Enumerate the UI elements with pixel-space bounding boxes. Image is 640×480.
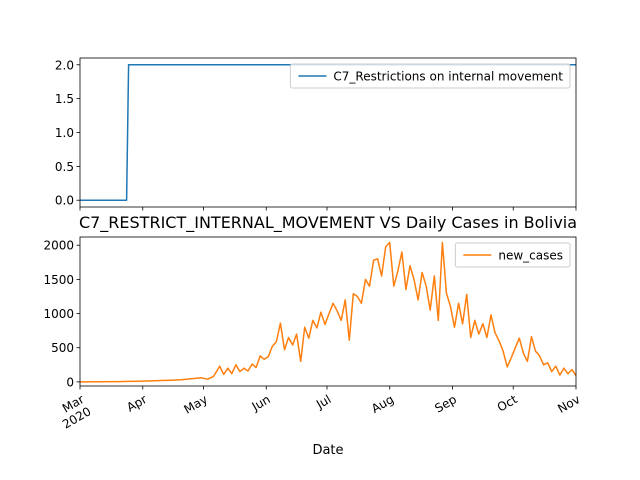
y-tick-label: 0 bbox=[66, 375, 74, 389]
y-tick-label: 2.0 bbox=[55, 58, 74, 72]
top-plot-legend: C7_Restrictions on internal movement bbox=[289, 63, 571, 89]
y-tick-label: 1500 bbox=[43, 273, 74, 287]
y-tick-label: 2000 bbox=[43, 239, 74, 253]
bottom-plot-frame bbox=[79, 236, 577, 387]
series-line-1-0 bbox=[79, 241, 577, 383]
top-legend-label: C7_Restrictions on internal movement bbox=[333, 70, 563, 84]
bottom-plot-y-ticks: 0 500 1000 1500 2000 bbox=[43, 239, 80, 389]
y-tick-label: 0.5 bbox=[55, 160, 74, 174]
y-tick-label: 1.0 bbox=[55, 126, 74, 140]
y-tick-label: 500 bbox=[51, 341, 74, 355]
top-plot: 0.0 0.5 1.0 1.5 2.0 C7_Restrictions on inter… bbox=[55, 57, 577, 211]
x-axis-label: Date bbox=[312, 443, 343, 458]
bottom-plot-legend: new_cases bbox=[454, 242, 571, 268]
y-tick-label: 0.0 bbox=[55, 194, 74, 208]
top-plot-frame bbox=[79, 57, 577, 208]
top-plot-y-ticks: 0.0 0.5 1.0 1.5 2.0 bbox=[55, 58, 80, 208]
bottom-legend-label: new_cases bbox=[498, 249, 563, 263]
top-legend-box bbox=[289, 63, 571, 89]
x-tick-label: Jul bbox=[313, 392, 333, 412]
y-tick-label: 1.5 bbox=[55, 92, 74, 106]
bottom-legend-box bbox=[454, 242, 571, 268]
top-plot-x-ticks bbox=[79, 207, 577, 211]
chart-title: C7_RESTRICT_INTERNAL_MOVEMENT VS Daily C… bbox=[79, 213, 577, 233]
y-tick-label: 1000 bbox=[43, 307, 74, 321]
bottom-plot-lines bbox=[79, 241, 577, 383]
